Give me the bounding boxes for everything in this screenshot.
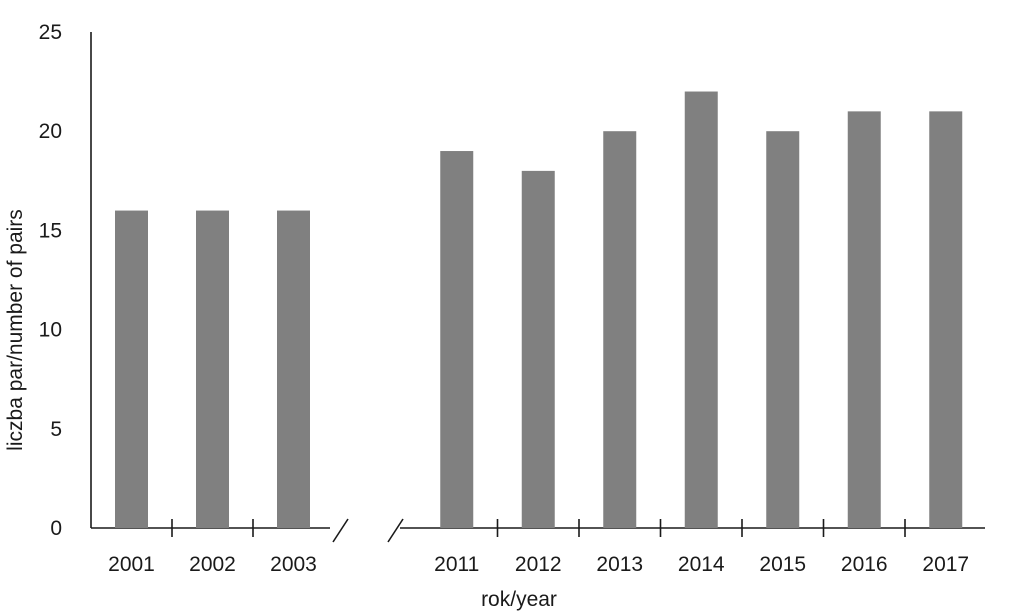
plot-area: 0 5 10 15 20 25 2001 2002 2003 2011 2012 2013 2014 20…	[39, 21, 985, 576]
y-tick-label: 0	[50, 517, 62, 540]
y-tick-label: 20	[39, 120, 62, 143]
x-tick-label: 2002	[189, 553, 236, 576]
bar	[766, 131, 800, 528]
x-tick-label: 2015	[759, 553, 806, 576]
bar	[929, 111, 963, 529]
x-tick-label: 2016	[841, 553, 888, 576]
axis-break-mark	[387, 518, 404, 543]
x-tick-label: 2013	[596, 553, 643, 576]
y-tick-label: 10	[39, 319, 62, 342]
x-tick-label: 2003	[270, 553, 317, 576]
x-tick-label: 2001	[108, 553, 155, 576]
bar	[196, 210, 229, 528]
y-tick-label: 15	[39, 219, 62, 242]
y-axis-title: liczba par/number of pairs	[4, 209, 27, 451]
y-tick-label: 25	[39, 21, 62, 44]
bar	[277, 210, 310, 528]
bar	[115, 210, 148, 528]
bar	[521, 170, 555, 528]
x-axis-title: rok/year	[481, 588, 557, 611]
bar	[847, 111, 881, 529]
x-tick-label: 2012	[515, 553, 562, 576]
x-tick-label: 2011	[434, 553, 479, 576]
bar	[684, 91, 718, 529]
x-tick-label: 2014	[678, 553, 725, 576]
bar	[440, 151, 474, 529]
bar	[603, 131, 637, 528]
axis-break-mark	[332, 518, 349, 543]
y-tick-label: 5	[50, 418, 62, 441]
x-tick-label: 2017	[922, 553, 969, 576]
